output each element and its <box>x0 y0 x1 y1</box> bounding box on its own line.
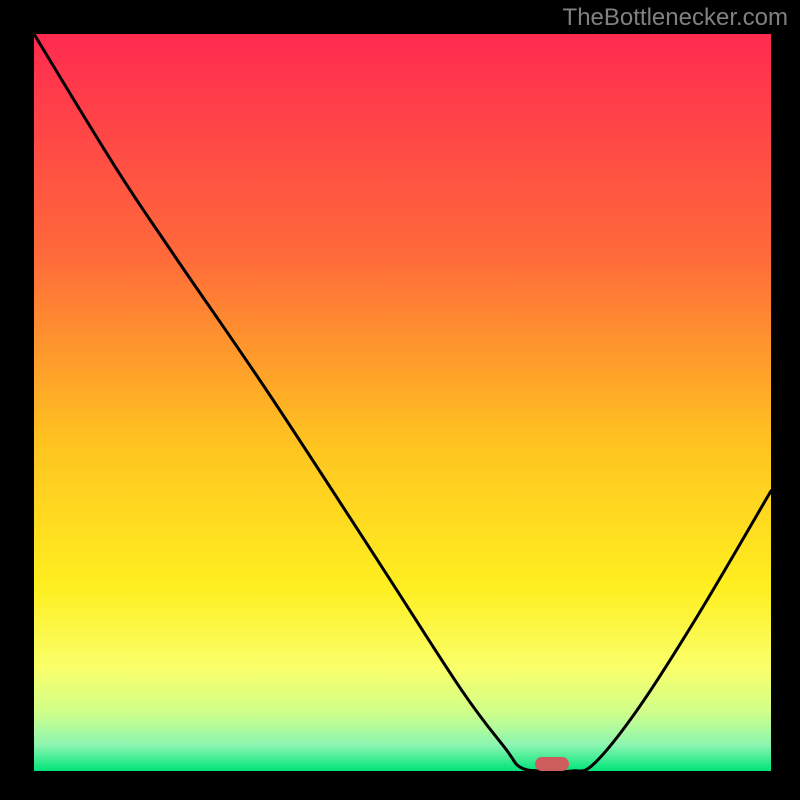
bottleneck-curve <box>34 34 771 771</box>
chart-container: TheBottlenecker.com <box>0 0 800 800</box>
optimal-marker <box>535 757 569 771</box>
plot-area <box>34 34 771 771</box>
watermark-text: TheBottlenecker.com <box>563 4 788 32</box>
